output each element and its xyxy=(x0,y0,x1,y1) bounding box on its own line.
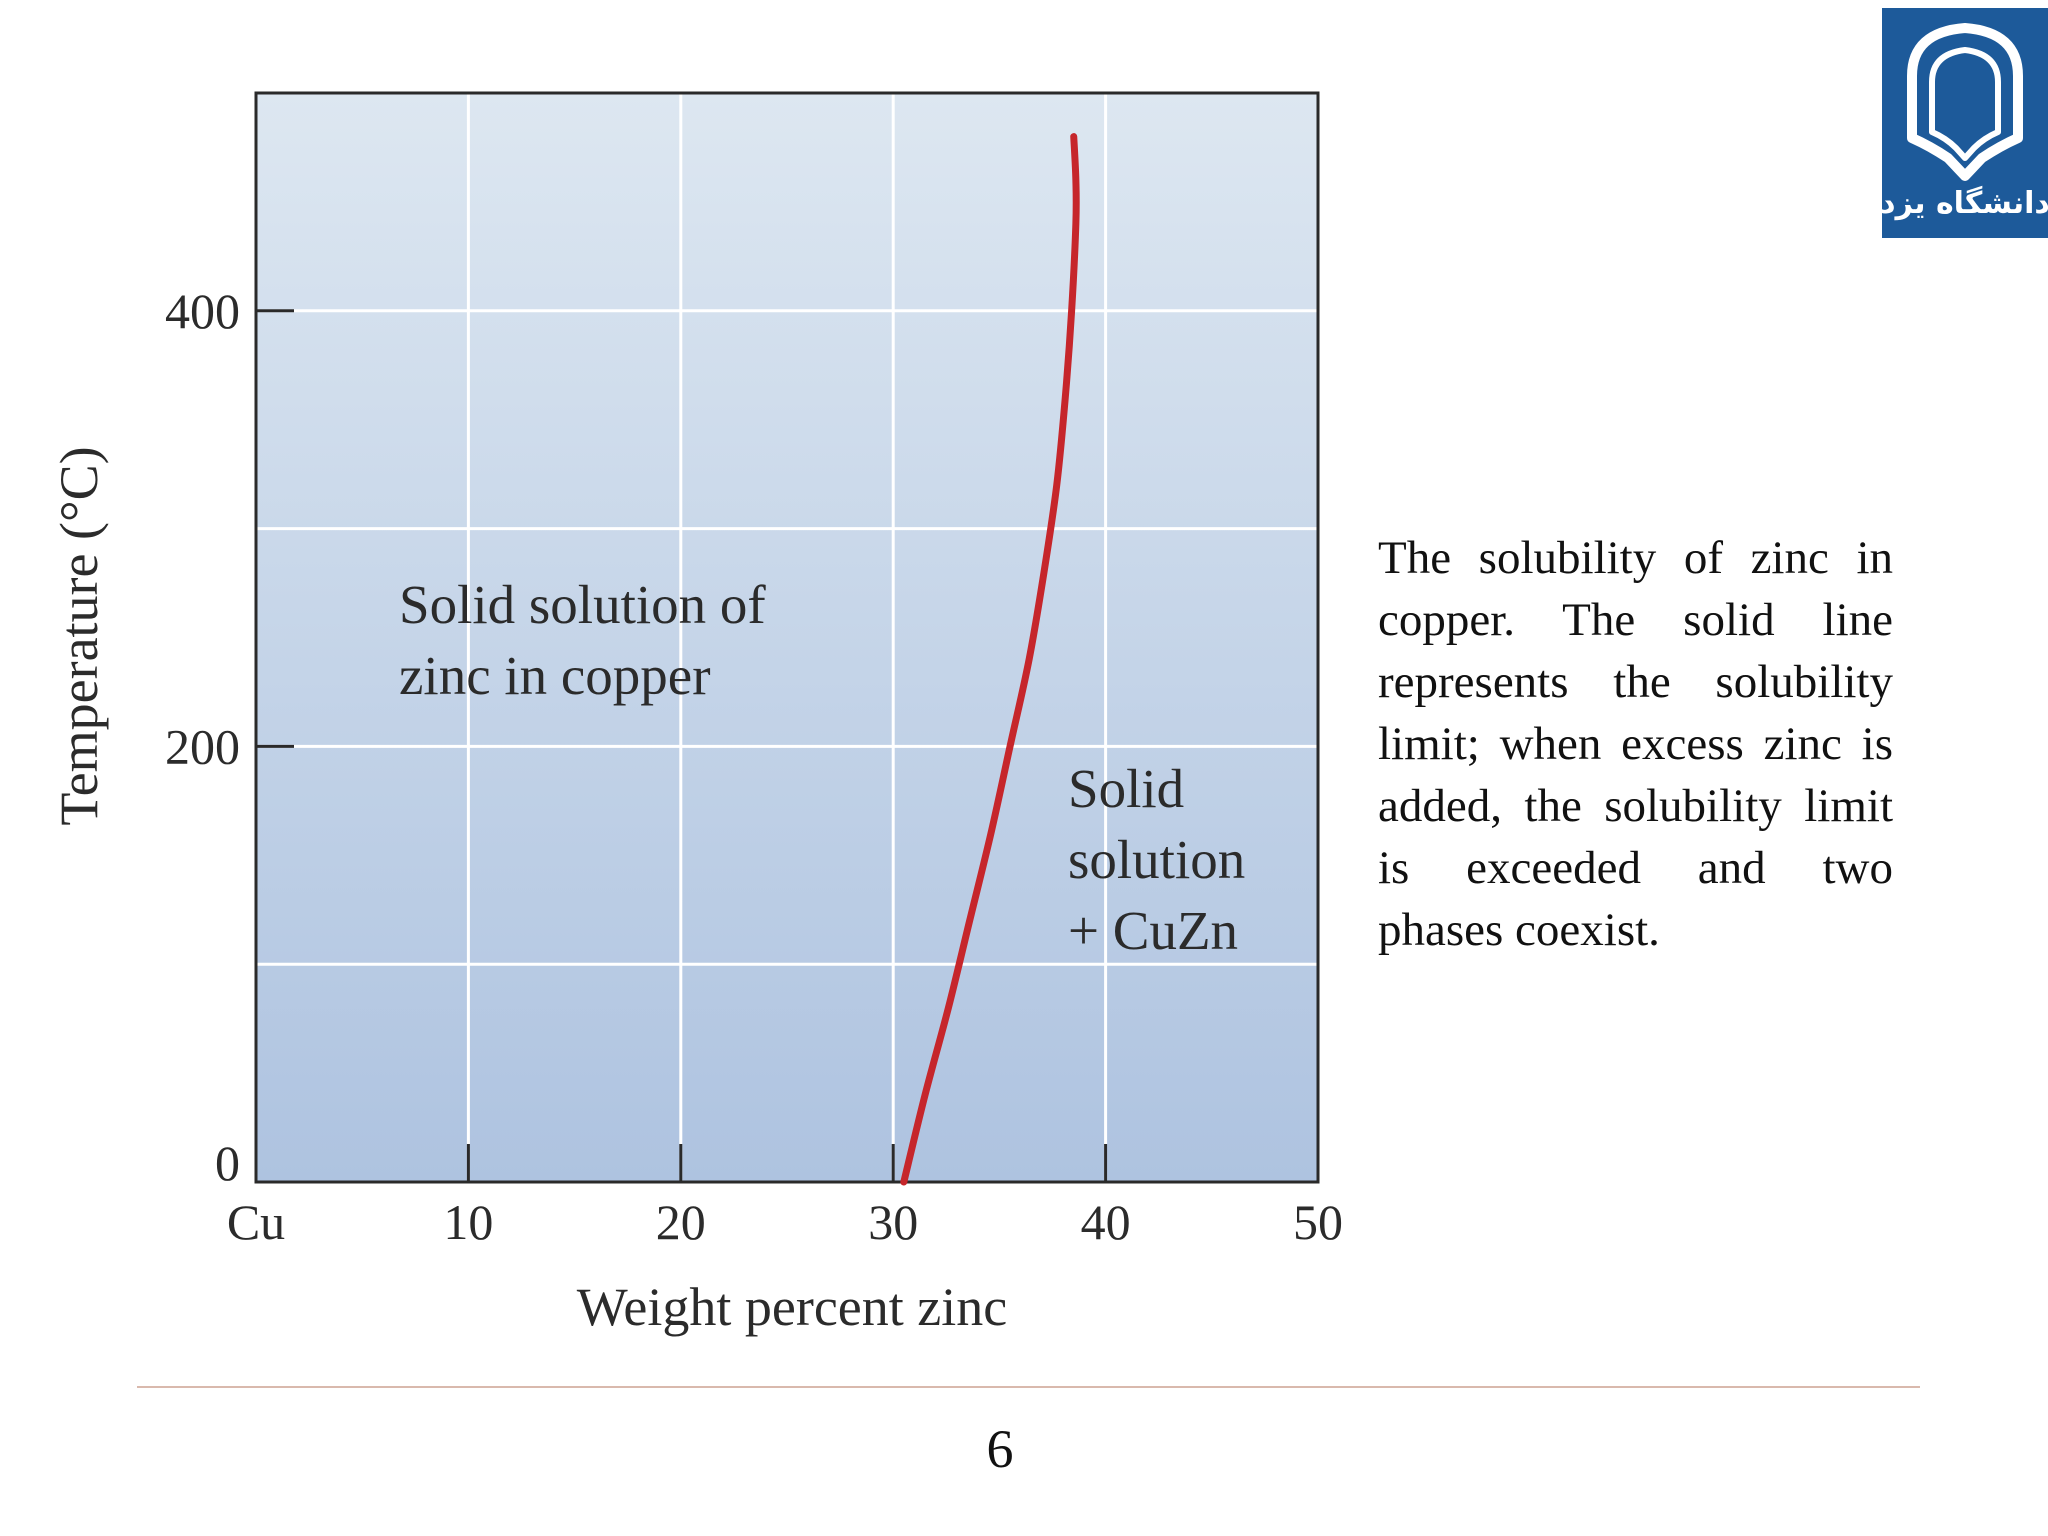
region-label-two-phase: Solid solution + CuZn xyxy=(1068,758,1259,961)
x-tick-label: 30 xyxy=(868,1194,918,1250)
x-tick-label: 50 xyxy=(1293,1194,1343,1250)
y-tick-label: 0 xyxy=(215,1135,240,1191)
axis-ticks xyxy=(256,309,1108,1182)
y-tick-label: 400 xyxy=(165,283,240,339)
x-tick-label: 40 xyxy=(1081,1194,1131,1250)
series-layer xyxy=(900,133,1080,1186)
region-label-solid-solution: Solid solution of zinc in copper xyxy=(399,574,779,706)
university-of-yazd-logo-icon: دانشگاه یزد xyxy=(1880,8,2048,238)
footer-divider xyxy=(137,1386,1920,1388)
y-axis-label: Temperature (°C) xyxy=(49,446,109,825)
plot-area xyxy=(256,93,1318,1182)
x-tick-label: 20 xyxy=(656,1194,706,1250)
page-number: 6 xyxy=(986,1419,1014,1479)
university-logo: دانشگاه یزد xyxy=(1880,8,2048,238)
x-tick-label: Cu xyxy=(227,1194,285,1250)
tick-labels: Cu 10 20 30 40 50 0 200 400 xyxy=(165,283,1343,1250)
logo-text: دانشگاه یزد xyxy=(1882,185,2048,221)
x-axis-label: Weight percent zinc xyxy=(577,1277,1007,1337)
x-tick-label: 10 xyxy=(443,1194,493,1250)
solubility-limit-line xyxy=(900,133,1080,1186)
y-tick-label: 200 xyxy=(165,718,240,774)
figure-caption: The solubility of zinc in copper. The so… xyxy=(1378,532,1893,956)
plot-frame xyxy=(254,91,1320,1184)
grid-lines xyxy=(256,93,1318,1182)
